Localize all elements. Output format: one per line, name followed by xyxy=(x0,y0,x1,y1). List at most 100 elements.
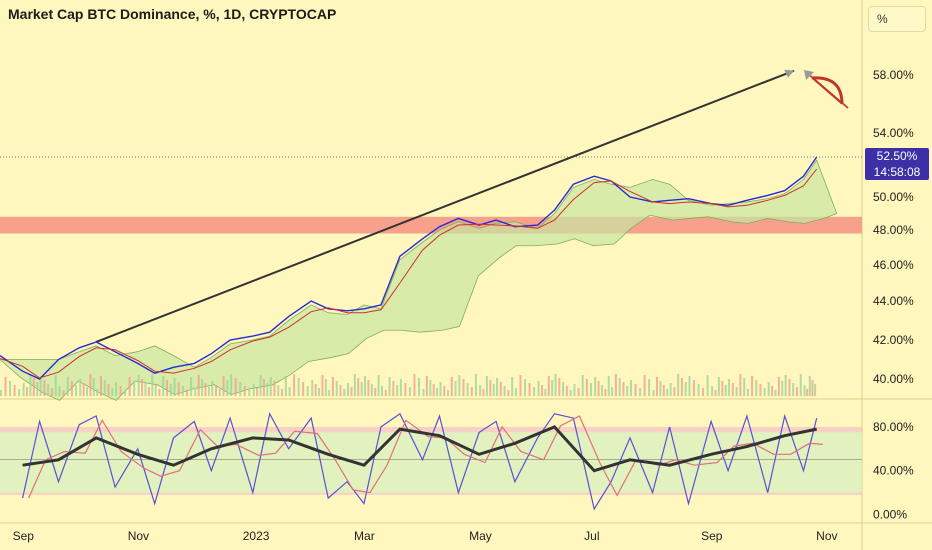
volume-bar xyxy=(92,378,95,396)
volume-bar xyxy=(357,378,360,396)
volume-bar xyxy=(540,385,543,396)
volume-bar xyxy=(514,388,517,396)
volume-bar xyxy=(558,378,561,396)
volume-bar xyxy=(154,385,157,396)
volume-bar xyxy=(324,379,327,396)
volume-bar xyxy=(62,390,65,396)
volume-bar xyxy=(569,390,572,396)
volume-bar xyxy=(711,386,714,396)
volume-bar xyxy=(293,374,296,396)
stoch-average-line xyxy=(22,425,818,473)
x-tick-label: Sep xyxy=(13,529,35,543)
volume-bar xyxy=(565,386,568,396)
volume-bar xyxy=(43,380,46,396)
volume-bar xyxy=(626,386,629,396)
volume-bar xyxy=(436,388,439,396)
y-tick-label: 42.00% xyxy=(873,333,914,347)
volume-bar xyxy=(755,380,758,396)
volume-bar xyxy=(600,385,603,396)
bow-arrow-icon xyxy=(804,70,849,109)
volume-bar xyxy=(388,377,391,396)
volume-bar xyxy=(158,389,161,396)
volume-bar xyxy=(353,374,356,396)
volume-bar xyxy=(795,387,798,396)
volume-bar xyxy=(222,376,225,396)
volume-bar xyxy=(115,382,118,396)
volume-bar xyxy=(103,380,106,396)
volume-bar xyxy=(262,379,265,396)
volume-bar xyxy=(547,376,550,396)
volume-bar xyxy=(492,384,495,396)
volume-bar xyxy=(618,378,621,396)
volume-bar xyxy=(499,382,502,396)
volume-bar xyxy=(119,386,122,396)
volume-bar xyxy=(496,378,499,396)
volume-bar xyxy=(347,383,350,396)
volume-bar xyxy=(239,382,242,396)
volume-bar xyxy=(503,386,506,396)
volume-bar xyxy=(204,383,207,396)
volume-bar xyxy=(594,377,597,396)
volume-bar xyxy=(684,382,687,396)
volume-bar xyxy=(792,383,795,396)
volume-bar xyxy=(302,382,305,396)
volume-bar xyxy=(806,389,809,396)
volume-bar xyxy=(335,381,338,396)
volume-bar xyxy=(29,374,32,396)
volume-bar xyxy=(133,381,136,396)
volume-bar xyxy=(370,384,373,396)
stoch-band xyxy=(0,492,862,495)
volume-bar xyxy=(151,374,154,396)
volume-bar xyxy=(32,378,35,396)
volume-bar xyxy=(9,381,12,396)
unit-button[interactable]: % xyxy=(868,6,926,32)
volume-bar xyxy=(803,385,806,396)
x-tick-label: 2023 xyxy=(243,529,270,543)
volume-bar xyxy=(124,390,127,396)
volume-bar xyxy=(66,377,69,396)
volume-bar xyxy=(259,375,262,396)
volume-bar xyxy=(767,382,770,396)
price-series-line xyxy=(0,156,818,380)
volume-bar xyxy=(70,381,73,396)
price-value: 52.50% xyxy=(876,149,918,163)
volume-bar xyxy=(86,387,89,396)
volume-bar xyxy=(165,380,168,396)
volume-bar xyxy=(507,390,510,396)
volume-bar xyxy=(466,383,469,396)
volume-bar xyxy=(408,387,411,396)
volume-bar xyxy=(252,384,255,396)
volume-bar xyxy=(360,382,363,396)
volume-bar xyxy=(454,381,457,396)
volume-bar xyxy=(774,390,777,396)
volume-bar xyxy=(808,376,811,396)
volume-bar xyxy=(399,379,402,396)
volume-bar xyxy=(185,390,188,396)
volume-bar xyxy=(604,389,607,396)
volume-bar xyxy=(648,379,651,396)
volume-bar xyxy=(554,374,557,396)
volume-bar xyxy=(169,384,172,396)
volume-bar xyxy=(107,384,110,396)
volume-bar xyxy=(328,390,331,396)
y-tick-label: 58.00% xyxy=(873,68,914,82)
volume-bar xyxy=(746,389,749,396)
volume-bar xyxy=(181,386,184,396)
volume-bar xyxy=(26,387,29,396)
volume-bar xyxy=(519,375,522,396)
volume-bar xyxy=(573,384,576,396)
volume-bar xyxy=(450,377,453,396)
volume-bar xyxy=(447,390,450,396)
volume-bar xyxy=(751,376,754,396)
volume-bar xyxy=(226,380,229,396)
y-tick-label: 44.00% xyxy=(873,294,914,308)
ichimoku-cloud xyxy=(0,159,838,401)
volume-bar xyxy=(211,381,214,396)
volume-bar xyxy=(784,375,787,396)
volume-bar xyxy=(79,379,82,396)
volume-bar xyxy=(697,384,700,396)
volume-bar xyxy=(728,379,731,396)
volume-bar xyxy=(458,375,461,396)
